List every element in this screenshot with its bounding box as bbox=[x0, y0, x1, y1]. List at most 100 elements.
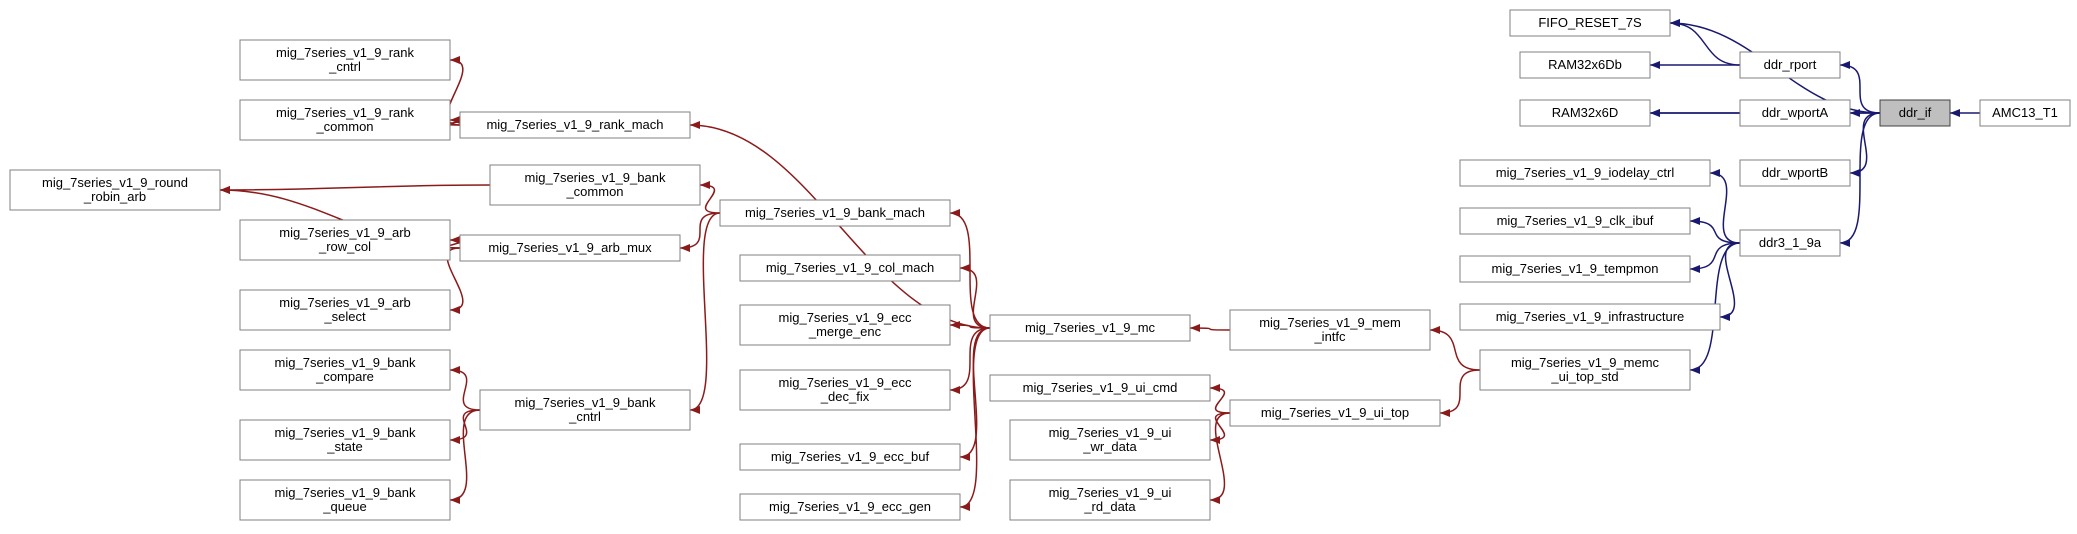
arrowhead-icon bbox=[960, 453, 970, 461]
edge-ddr3_1_9a-to-clk_ibuf bbox=[1690, 221, 1740, 243]
node-label: RAM32x6D bbox=[1552, 105, 1618, 120]
node-ecc_merge_enc[interactable]: mig_7series_v1_9_ecc_merge_enc bbox=[740, 305, 950, 345]
node-mem_intfc[interactable]: mig_7series_v1_9_mem_intfc bbox=[1230, 310, 1430, 350]
node-infrastructure[interactable]: mig_7series_v1_9_infrastructure bbox=[1460, 304, 1720, 330]
arrowhead-icon bbox=[1840, 239, 1850, 247]
node-ecc_dec_fix[interactable]: mig_7series_v1_9_ecc_dec_fix bbox=[740, 370, 950, 410]
node-ddr_wportB[interactable]: ddr_wportB bbox=[1740, 160, 1850, 186]
edge-mc-to-ecc_dec_fix bbox=[950, 328, 990, 390]
node-ddr_wportA[interactable]: ddr_wportA bbox=[1740, 100, 1850, 126]
node-rank_common[interactable]: mig_7series_v1_9_rank_common bbox=[240, 100, 450, 140]
arrowhead-icon bbox=[950, 386, 960, 394]
node-ui_cmd[interactable]: mig_7series_v1_9_ui_cmd bbox=[990, 375, 1210, 401]
node-label: mig_7series_v1_9_iodelay_ctrl bbox=[1496, 165, 1675, 180]
edge-bank_common-to-round_robin_arb bbox=[220, 185, 490, 190]
arrowhead-icon bbox=[220, 186, 230, 194]
node-fifo_reset_7s[interactable]: FIFO_RESET_7S bbox=[1510, 10, 1670, 36]
node-ui_wr_data[interactable]: mig_7series_v1_9_ui_wr_data bbox=[1010, 420, 1210, 460]
node-col_mach[interactable]: mig_7series_v1_9_col_mach bbox=[740, 255, 960, 281]
edge-ddr_if-to-ddr_wportB bbox=[1850, 113, 1880, 173]
arrowhead-icon bbox=[1650, 109, 1660, 117]
node-arb_select[interactable]: mig_7series_v1_9_arb_select bbox=[240, 290, 450, 330]
node-label: mig_7series_v1_9_ecc_buf bbox=[771, 449, 930, 464]
edge-memc_ui_top_std-to-ui_top bbox=[1440, 370, 1480, 413]
arrowhead-icon bbox=[450, 306, 460, 314]
edge-ddr_rport-to-fifo_reset_7s bbox=[1670, 23, 1740, 65]
node-ddr3_1_9a[interactable]: ddr3_1_9a bbox=[1740, 230, 1840, 256]
node-mc[interactable]: mig_7series_v1_9_mc bbox=[990, 315, 1190, 341]
node-ui_rd_data[interactable]: mig_7series_v1_9_ui_rd_data bbox=[1010, 480, 1210, 520]
node-label: FIFO_RESET_7S bbox=[1538, 15, 1642, 30]
arrowhead-icon bbox=[1850, 169, 1860, 177]
node-iodelay_ctrl[interactable]: mig_7series_v1_9_iodelay_ctrl bbox=[1460, 160, 1710, 186]
edge-memc_ui_top_std-to-mem_intfc bbox=[1430, 330, 1480, 370]
arrowhead-icon bbox=[450, 56, 460, 64]
node-bank_mach[interactable]: mig_7series_v1_9_bank_mach bbox=[720, 200, 950, 226]
arrowhead-icon bbox=[450, 436, 460, 444]
node-label: mig_7series_v1_9_rank_mach bbox=[486, 117, 663, 132]
node-label: mig_7series_v1_9_ui_cmd bbox=[1023, 380, 1178, 395]
node-ddr_rport[interactable]: ddr_rport bbox=[1740, 52, 1840, 78]
node-label: mig_7series_v1_9_mc bbox=[1025, 320, 1156, 335]
arrowhead-icon bbox=[1440, 409, 1450, 417]
edge-mc-to-ecc_gen bbox=[960, 328, 990, 507]
node-amc13_t1[interactable]: AMC13_T1 bbox=[1980, 100, 2070, 126]
node-label: ddr3_1_9a bbox=[1759, 235, 1822, 250]
arrowhead-icon bbox=[1430, 326, 1440, 334]
node-label: mig_7series_v1_9_infrastructure bbox=[1496, 309, 1685, 324]
arrowhead-icon bbox=[1650, 61, 1660, 69]
arrowhead-icon bbox=[1720, 313, 1730, 321]
node-bank_queue[interactable]: mig_7series_v1_9_bank_queue bbox=[240, 480, 450, 520]
node-ui_top[interactable]: mig_7series_v1_9_ui_top bbox=[1230, 400, 1440, 426]
node-ram32x6d[interactable]: RAM32x6D bbox=[1520, 100, 1650, 126]
arrowhead-icon bbox=[1710, 169, 1720, 177]
node-rank_mach[interactable]: mig_7series_v1_9_rank_mach bbox=[460, 112, 690, 138]
node-label: ddr_wportA bbox=[1762, 105, 1829, 120]
node-round_robin_arb[interactable]: mig_7series_v1_9_round_robin_arb bbox=[10, 170, 220, 210]
node-bank_state[interactable]: mig_7series_v1_9_bank_state bbox=[240, 420, 450, 460]
node-label: mig_7series_v1_9_ecc_gen bbox=[769, 499, 931, 514]
node-label: ddr_wportB bbox=[1762, 165, 1828, 180]
node-arb_mux[interactable]: mig_7series_v1_9_arb_mux bbox=[460, 235, 680, 261]
edge-bank_mach-to-bank_cntrl bbox=[690, 213, 720, 410]
node-memc_ui_top_std[interactable]: mig_7series_v1_9_memc_ui_top_std bbox=[1480, 350, 1690, 390]
node-clk_ibuf[interactable]: mig_7series_v1_9_clk_ibuf bbox=[1460, 208, 1690, 234]
node-bank_compare[interactable]: mig_7series_v1_9_bank_compare bbox=[240, 350, 450, 390]
arrowhead-icon bbox=[1690, 265, 1700, 273]
node-arb_row_col[interactable]: mig_7series_v1_9_arb_row_col bbox=[240, 220, 450, 260]
arrowhead-icon bbox=[450, 236, 460, 244]
edge-ddr3_1_9a-to-tempmon bbox=[1690, 243, 1740, 269]
arrowhead-icon bbox=[960, 503, 970, 511]
node-tempmon[interactable]: mig_7series_v1_9_tempmon bbox=[1460, 256, 1690, 282]
arrowhead-icon bbox=[700, 181, 710, 189]
node-label: mig_7series_v1_9_ui_top bbox=[1261, 405, 1409, 420]
arrowhead-icon bbox=[1210, 496, 1220, 504]
edge-bank_mach-to-arb_mux bbox=[680, 213, 720, 248]
edge-ddr3_1_9a-to-infrastructure bbox=[1720, 243, 1740, 317]
arrowhead-icon bbox=[1670, 19, 1680, 27]
node-label: ddr_if bbox=[1899, 105, 1932, 120]
arrowhead-icon bbox=[450, 366, 460, 374]
arrowhead-icon bbox=[1210, 384, 1220, 392]
node-label: RAM32x6Db bbox=[1548, 57, 1622, 72]
arrowhead-icon bbox=[1840, 61, 1850, 69]
arrowhead-icon bbox=[1950, 109, 1960, 117]
arrowhead-icon bbox=[1690, 366, 1700, 374]
node-bank_common[interactable]: mig_7series_v1_9_bank_common bbox=[490, 165, 700, 205]
node-label: mig_7series_v1_9_clk_ibuf bbox=[1497, 213, 1654, 228]
edge-bank_cntrl-to-bank_state bbox=[450, 410, 480, 440]
node-label: ddr_rport bbox=[1764, 57, 1817, 72]
edge-bank_cntrl-to-bank_compare bbox=[450, 370, 480, 410]
node-rank_cntrl[interactable]: mig_7series_v1_9_rank_cntrl bbox=[240, 40, 450, 80]
node-label: mig_7series_v1_9_col_mach bbox=[766, 260, 934, 275]
node-ecc_buf[interactable]: mig_7series_v1_9_ecc_buf bbox=[740, 444, 960, 470]
node-ram32x6db[interactable]: RAM32x6Db bbox=[1520, 52, 1650, 78]
node-label: mig_7series_v1_9_arb_mux bbox=[488, 240, 652, 255]
arrowhead-icon bbox=[680, 244, 690, 252]
arrowhead-icon bbox=[950, 209, 960, 217]
arrowhead-icon bbox=[960, 264, 970, 272]
node-bank_cntrl[interactable]: mig_7series_v1_9_bank_cntrl bbox=[480, 390, 690, 430]
node-ddr_if[interactable]: ddr_if bbox=[1880, 100, 1950, 126]
arrowhead-icon bbox=[690, 121, 700, 129]
node-ecc_gen[interactable]: mig_7series_v1_9_ecc_gen bbox=[740, 494, 960, 520]
